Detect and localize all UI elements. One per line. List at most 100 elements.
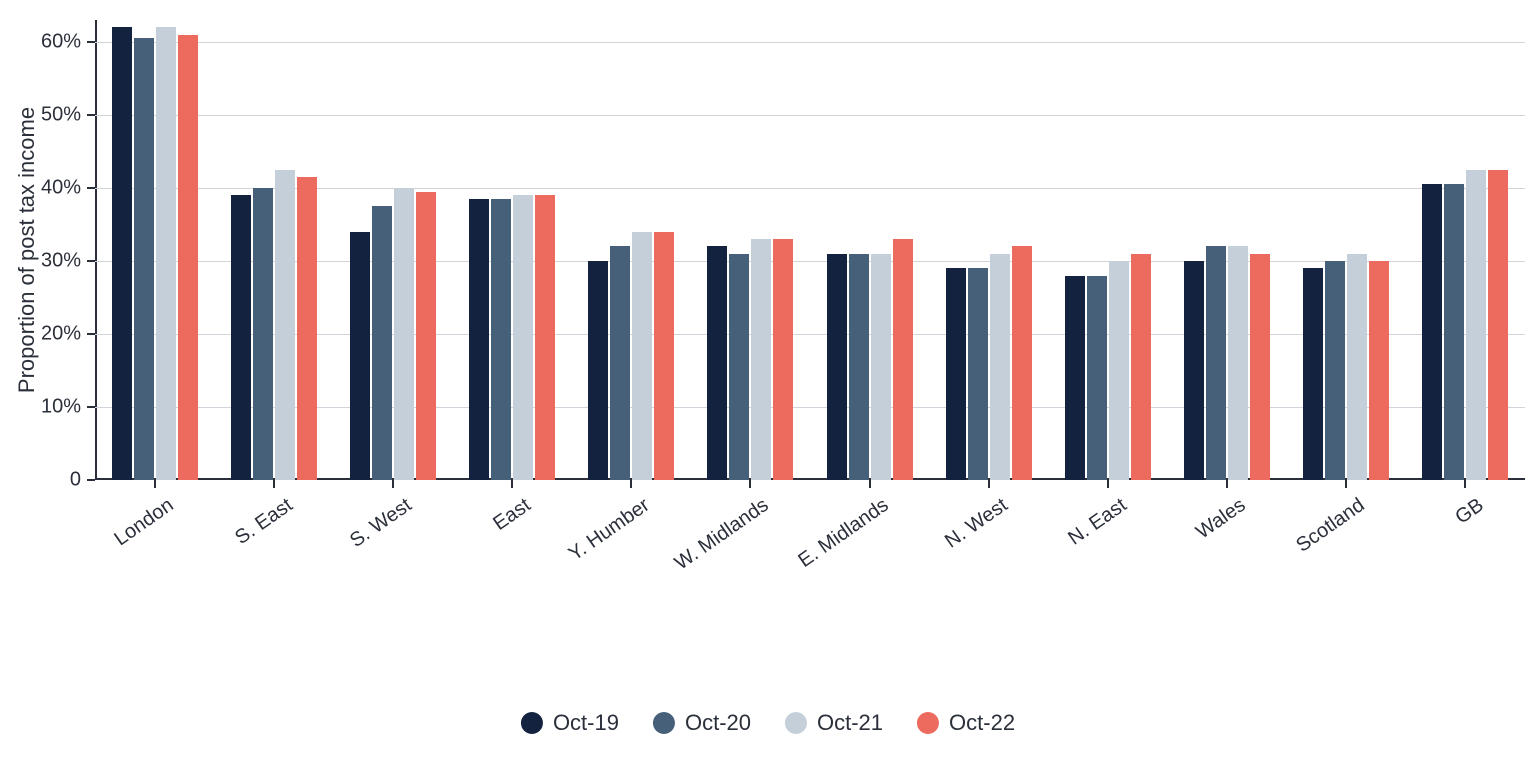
xtick-mark (154, 480, 156, 488)
xtick-label: S. West (346, 494, 416, 553)
xtick-mark (988, 480, 990, 488)
bar (773, 239, 793, 480)
xtick-label: N. West (941, 494, 1012, 553)
xtick-mark (511, 480, 513, 488)
bar (610, 246, 630, 480)
bar (469, 199, 489, 480)
bar (134, 38, 154, 480)
bar (871, 254, 891, 480)
bar (297, 177, 317, 480)
bar (253, 188, 273, 480)
bar (1184, 261, 1204, 480)
plot-area: 010%20%30%40%50%60%LondonS. EastS. WestE… (95, 20, 1525, 480)
legend-item: Oct-22 (917, 710, 1015, 736)
ytick-label: 40% (41, 176, 81, 199)
bar (1109, 261, 1129, 480)
xtick-label: London (110, 494, 178, 551)
bar (178, 35, 198, 480)
bar (654, 232, 674, 480)
xtick-label: S. East (231, 494, 297, 550)
bar (231, 195, 251, 480)
ytick-label: 20% (41, 322, 81, 345)
bar (535, 195, 555, 480)
legend-label: Oct-22 (949, 710, 1015, 736)
bar (1303, 268, 1323, 480)
y-axis-line (95, 20, 97, 480)
bar (1369, 261, 1389, 480)
legend-swatch (785, 712, 807, 734)
bar (394, 188, 414, 480)
legend-item: Oct-21 (785, 710, 883, 736)
xtick-mark (1226, 480, 1228, 488)
xtick-mark (1464, 480, 1466, 488)
xtick-label: East (489, 494, 535, 536)
bar (968, 268, 988, 480)
bar (893, 239, 913, 480)
bar (1206, 246, 1226, 480)
xtick-label: Wales (1192, 494, 1250, 544)
legend-swatch (521, 712, 543, 734)
ytick-mark (87, 333, 95, 335)
legend: Oct-19 Oct-20 Oct-21 Oct-22 (521, 710, 1015, 736)
ytick-label: 30% (41, 249, 81, 272)
bar (946, 268, 966, 480)
legend-label: Oct-19 (553, 710, 619, 736)
xtick-label: Y. Humber (565, 494, 654, 566)
bar (112, 27, 132, 480)
bar (1228, 246, 1248, 480)
ytick-mark (87, 114, 95, 116)
bar (729, 254, 749, 480)
bar (1488, 170, 1508, 480)
xtick-mark (630, 480, 632, 488)
bar (416, 192, 436, 480)
xtick-label: W. Midlands (671, 494, 773, 575)
bar (156, 27, 176, 480)
bar (372, 206, 392, 480)
ytick-mark (87, 406, 95, 408)
bar (707, 246, 727, 480)
bar (1131, 254, 1151, 480)
bar (1250, 254, 1270, 480)
ytick-label: 50% (41, 103, 81, 126)
bar (751, 239, 771, 480)
bar (1012, 246, 1032, 480)
xtick-mark (273, 480, 275, 488)
bar-chart: 0 10% 20% 30% 40% 50% 60% London S. East S. West E… (0, 0, 1536, 776)
gridline (95, 115, 1525, 116)
xtick-label: GB (1452, 494, 1489, 529)
legend-item: Oct-20 (653, 710, 751, 736)
bar (1065, 276, 1085, 480)
legend-item: Oct-19 (521, 710, 619, 736)
gridline (95, 42, 1525, 43)
xtick-label: N. East (1064, 494, 1131, 550)
bar (632, 232, 652, 480)
bar (588, 261, 608, 480)
bar (1087, 276, 1107, 480)
ytick-label: 60% (41, 30, 81, 53)
bar (1444, 184, 1464, 480)
ytick-label: 0 (70, 469, 81, 492)
ytick-mark (87, 479, 95, 481)
legend-swatch (653, 712, 675, 734)
xtick-mark (1107, 480, 1109, 488)
xtick-mark (869, 480, 871, 488)
y-axis-label: Proportion of post tax income (14, 107, 40, 393)
legend-swatch (917, 712, 939, 734)
xtick-mark (1345, 480, 1347, 488)
bar (491, 199, 511, 480)
bar (1347, 254, 1367, 480)
bar (827, 254, 847, 480)
ytick-label: 10% (41, 395, 81, 418)
xtick-label: Scotland (1292, 494, 1369, 557)
ytick-mark (87, 41, 95, 43)
xtick-label: E. Midlands (794, 494, 893, 573)
ytick-mark (87, 187, 95, 189)
bar (1325, 261, 1345, 480)
bar (350, 232, 370, 480)
bar (849, 254, 869, 480)
bar (1422, 184, 1442, 480)
ytick-mark (87, 260, 95, 262)
legend-label: Oct-21 (817, 710, 883, 736)
xtick-mark (749, 480, 751, 488)
bar (275, 170, 295, 480)
